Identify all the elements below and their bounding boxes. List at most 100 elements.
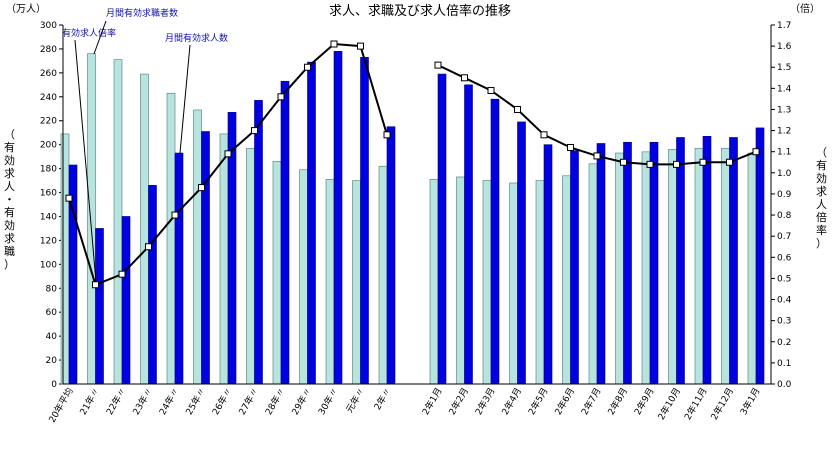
- bar-job-openings: [755, 127, 765, 385]
- ratio-point: [145, 243, 152, 251]
- bar-job-openings: [490, 98, 500, 385]
- ratio-point: [646, 160, 654, 168]
- bar-job-openings: [437, 73, 447, 385]
- bar-job-openings: [649, 141, 659, 385]
- right-tick-label: 0.9: [777, 190, 792, 200]
- x-tick-label: 23年〃: [130, 386, 155, 418]
- bar-job-seekers: [166, 92, 176, 385]
- left-tick-label: 300: [40, 21, 57, 31]
- bar-job-openings: [543, 144, 553, 385]
- x-tick-label: 21年〃: [77, 386, 102, 418]
- bar-job-seekers: [246, 147, 255, 385]
- bar-job-seekers: [140, 73, 149, 385]
- bar-job-openings: [95, 228, 104, 385]
- annotation-openings-leader: [179, 44, 191, 154]
- right-tick-label: 0.4: [777, 296, 792, 306]
- x-tick-label: 2年2月: [446, 386, 471, 418]
- bar-job-openings: [464, 84, 473, 385]
- bar-job-seekers: [87, 53, 96, 385]
- right-tick-label: 0.1: [777, 359, 791, 369]
- x-tick-label: 2年9月: [631, 386, 656, 418]
- annotation-seekers-leader: [93, 20, 107, 55]
- x-tick-label: 28年〃: [262, 386, 287, 418]
- bar-job-openings: [174, 152, 184, 385]
- ratio-point: [251, 127, 258, 135]
- bar-job-openings: [254, 100, 263, 385]
- ratio-point: [752, 148, 760, 156]
- ratio-point: [304, 63, 311, 71]
- x-tick-label: 2年3月: [472, 386, 497, 418]
- left-tick-label: 200: [40, 141, 57, 151]
- bar-job-openings: [729, 137, 738, 385]
- x-tick-label: 24年〃: [156, 386, 181, 418]
- ratio-line-series: [65, 40, 760, 289]
- ratio-point: [92, 281, 99, 289]
- x-tick-label: 2年1月: [419, 386, 444, 418]
- bar-job-seekers: [588, 163, 598, 385]
- x-tick-label: 2年〃: [371, 386, 393, 413]
- ratio-point: [620, 158, 627, 166]
- left-axis-ticks: 0 20 40 60 80 100 120 140 160 180 200 220 240 260 280 3…: [40, 21, 63, 390]
- right-tick-label: 1.1: [777, 148, 791, 158]
- left-tick-label: 80: [46, 284, 58, 294]
- bar-job-seekers: [641, 151, 651, 385]
- ratio-point: [383, 131, 391, 139]
- x-tick-label: 3年1月: [737, 386, 762, 418]
- bar-job-openings: [517, 121, 526, 385]
- x-tick-label: 2年10月: [655, 386, 683, 422]
- right-tick-label: 0.6: [777, 253, 792, 263]
- bar-job-seekers: [299, 169, 308, 385]
- x-tick-label: 27年〃: [236, 386, 261, 418]
- bar-job-seekers: [113, 59, 123, 385]
- ratio-point: [673, 160, 680, 168]
- x-axis-labels: 20年平均 21年〃 22年〃 23年〃 24年〃 25年〃 26年〃 27年〃 28年〃 29年…: [46, 386, 763, 425]
- bar-job-seekers: [509, 182, 518, 385]
- x-tick-label: 元年〃: [343, 386, 367, 415]
- right-tick-label: 1.6: [777, 42, 792, 52]
- right-tick-label: 1.0: [777, 169, 792, 179]
- left-tick-label: 60: [46, 308, 58, 318]
- left-tick-label: 120: [40, 236, 57, 246]
- right-tick-label: 0.8: [777, 211, 792, 221]
- bar-job-seekers: [429, 179, 439, 385]
- x-tick-label: 2年5月: [525, 386, 550, 418]
- bar-job-openings: [702, 135, 712, 385]
- ratio-point: [357, 42, 364, 50]
- ratio-point: [198, 184, 205, 192]
- left-tick-label: 160: [40, 189, 57, 199]
- bar-job-openings: [623, 141, 632, 385]
- bar-job-openings: [596, 143, 606, 385]
- bar-job-openings: [570, 150, 579, 385]
- right-tick-label: 1.3: [777, 105, 791, 115]
- x-tick-label: 2年12月: [708, 386, 736, 422]
- bar-job-seekers: [562, 175, 571, 385]
- annotation-ratio: 有効求人倍率: [62, 27, 116, 39]
- bar-job-seekers: [219, 133, 229, 385]
- x-tick-label: 2年8月: [605, 386, 630, 418]
- bar-job-openings: [386, 126, 396, 385]
- right-axis-unit: （倍）: [790, 2, 820, 15]
- ratio-point: [330, 40, 338, 48]
- bar-job-seekers: [325, 179, 335, 385]
- x-tick-label: 30年〃: [315, 386, 340, 418]
- bar-job-seekers: [615, 152, 624, 385]
- y-axis-label-left: （有効求人・有効求職）: [4, 128, 15, 271]
- x-tick-label: 2年4月: [499, 386, 524, 418]
- left-tick-label: 180: [40, 165, 57, 175]
- right-tick-label: 1.2: [777, 127, 791, 137]
- bar-job-openings: [148, 185, 157, 385]
- bar-job-seekers: [60, 133, 70, 385]
- x-tick-label: 2年6月: [552, 386, 577, 418]
- left-tick-label: 100: [40, 260, 57, 270]
- x-tick-label: 25年〃: [183, 386, 208, 418]
- left-tick-label: 280: [40, 45, 57, 55]
- bar-job-seekers: [193, 109, 202, 385]
- bar-job-seekers: [456, 176, 465, 385]
- x-tick-label: 2年11月: [682, 386, 710, 422]
- ratio-point: [461, 74, 468, 82]
- x-tick-label: 26年〃: [209, 386, 234, 418]
- right-axis-ticks: 0.0 0.1 0.2 0.3 0.4 0.5 0.6 0.7 0.8 0.9 1.0 1.1 1.2 1…: [771, 21, 792, 390]
- right-tick-label: 0.7: [777, 232, 791, 242]
- bar-job-openings: [333, 51, 343, 385]
- bar-series: [60, 51, 765, 385]
